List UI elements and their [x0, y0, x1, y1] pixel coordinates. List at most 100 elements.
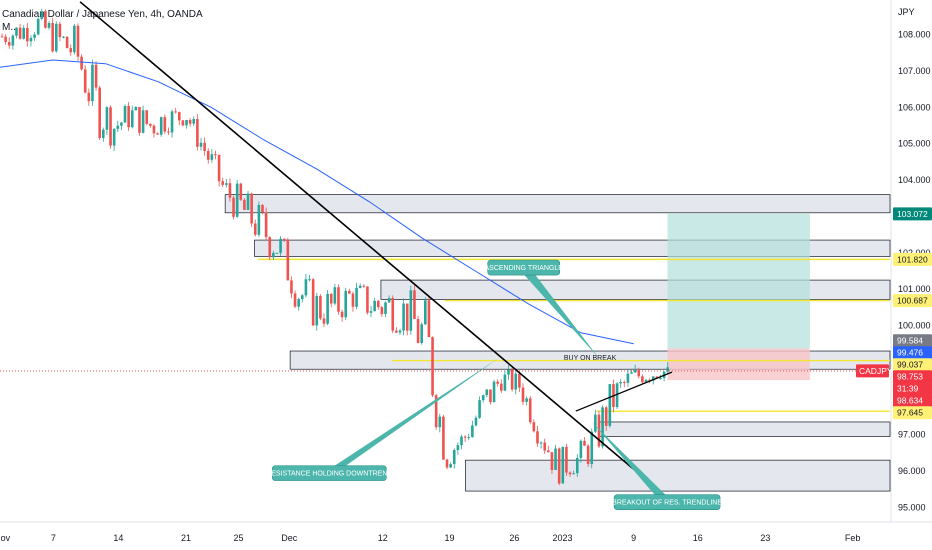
candle-body [206, 150, 210, 160]
candle-body [557, 448, 561, 484]
x-tick-label: 21 [181, 533, 191, 543]
candle-body [83, 69, 87, 93]
candle-body [362, 285, 366, 287]
currency-label: JPY [898, 7, 915, 17]
candle-body [268, 237, 272, 258]
main-downtrend-line [79, 1, 635, 470]
candle-body [210, 154, 214, 160]
y-tick-label: 101.000 [898, 284, 931, 294]
callout-box [613, 494, 721, 511]
candle-body [351, 293, 355, 307]
price-tag [893, 394, 932, 408]
time-axis[interactable]: ov 7 14 21 25 Dec 12 19 26 2023 9 16 23 Feb [0, 521, 932, 543]
candle-body [123, 105, 127, 123]
take-profit-area [667, 213, 810, 349]
candle-body [185, 120, 188, 126]
candle-body [163, 117, 167, 132]
price-tag-text: 97.645 [897, 408, 923, 418]
candle-body [65, 36, 69, 49]
candle-body [4, 36, 7, 43]
moving-average [0, 59, 634, 345]
candle-body [528, 398, 532, 423]
candle-body [521, 387, 525, 402]
candle-body [293, 293, 297, 307]
candle-body [474, 417, 478, 426]
x-tick-label: 16 [693, 533, 703, 543]
candle-body [391, 298, 395, 331]
candle-body [272, 252, 275, 258]
price-tag [893, 252, 932, 266]
y-tick-label: 95.000 [898, 502, 926, 512]
trendlines [79, 1, 673, 470]
candle-body [91, 64, 94, 102]
callout-box [487, 259, 561, 276]
x-tick-label: 12 [378, 533, 388, 543]
candle-body [431, 337, 434, 396]
candle-body [311, 279, 315, 326]
candle-body [405, 303, 409, 331]
candle-body [22, 27, 26, 39]
candle-body [525, 398, 528, 402]
candle-body [655, 376, 659, 379]
candle-body [344, 290, 348, 318]
price-tag [893, 358, 932, 372]
price-tag-text: 98.634 [897, 396, 923, 406]
candle-body [467, 437, 471, 439]
candle-body [264, 212, 268, 238]
candle-body [134, 107, 138, 111]
candle-body [615, 383, 619, 408]
candle-body [626, 373, 630, 383]
candle-body [130, 110, 134, 128]
zone-4 [598, 421, 891, 437]
candle-body [597, 414, 601, 447]
candle-body [243, 199, 246, 210]
candle-body [286, 239, 290, 281]
candle-body [225, 183, 228, 185]
candle-body [98, 87, 101, 139]
candle-body [253, 223, 257, 235]
callout-box [272, 465, 387, 481]
candle-body [565, 446, 568, 473]
candle-body [659, 378, 662, 380]
candle-body [279, 238, 282, 253]
price-tag-text: 31:39 [897, 384, 919, 394]
candle-body [586, 445, 590, 465]
candle-body [102, 129, 105, 139]
candle-body [232, 197, 235, 217]
candle-body [666, 367, 670, 372]
candle-body [196, 119, 199, 147]
callout-pointer [323, 358, 499, 474]
candle-body [387, 298, 391, 303]
candle-body [26, 27, 29, 42]
candle-body [416, 319, 420, 344]
x-tick-label: Feb [845, 533, 861, 543]
callout-pointer [517, 267, 599, 359]
zone-2 [380, 279, 891, 300]
candle-body [590, 431, 594, 465]
x-tick-label: 14 [113, 533, 123, 543]
candle-body [300, 295, 304, 300]
candle-body [572, 473, 575, 475]
y-tick-label: 96.000 [898, 466, 926, 476]
candle-body [329, 293, 333, 304]
candle-body [398, 330, 402, 333]
price-tag [893, 370, 932, 384]
x-tick-label: ov [1, 533, 11, 543]
candle-body [651, 376, 655, 381]
candle-body [601, 407, 604, 447]
x-tick-label: 25 [234, 533, 244, 543]
symbol-badge-text: CADJPY [859, 366, 893, 376]
candle-body [18, 27, 22, 39]
candle-body [73, 25, 76, 53]
callout-text: BREAKOUT OF RES. TRENDLINE [612, 500, 722, 507]
x-tick-label: 26 [509, 533, 519, 543]
x-tick-label: Dec [281, 533, 298, 543]
zone-label: BUY ON BREAK [564, 355, 617, 362]
candle-body [192, 119, 196, 124]
candle-body [409, 290, 413, 331]
price-tag-text: 99.584 [897, 336, 923, 346]
candle-body [174, 111, 177, 113]
x-tick-label: 2023 [552, 533, 572, 543]
candle-body [257, 204, 261, 235]
